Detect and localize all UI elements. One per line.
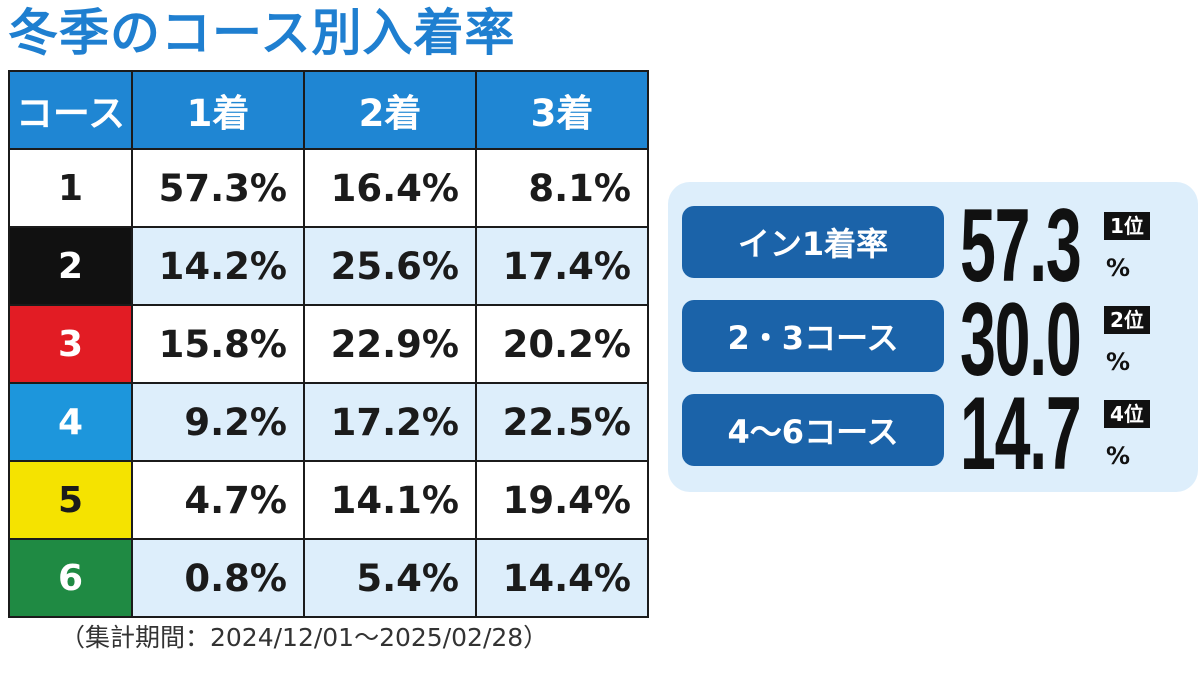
second-place-rate: 14.1% [303,460,477,540]
header-second: 2着 [303,70,477,150]
summary-panel: イン1着率 57.3 1位 % 2・3コース 30.0 2位 % 4～6コース … [668,182,1198,492]
header-row: コース 1着 2着 3着 [8,70,649,150]
header-first: 1着 [131,70,305,150]
third-place-rate: 20.2% [475,304,649,384]
course-number-cell: 4 [8,382,133,462]
table-row: 3 15.8% 22.9% 20.2% [8,304,649,384]
table-row: 2 14.2% 25.6% 17.4% [8,226,649,306]
percent-sign: % [1106,254,1131,282]
first-place-rate: 14.2% [131,226,305,306]
second-place-rate: 16.4% [303,148,477,228]
table-row: 6 0.8% 5.4% 14.4% [8,538,649,618]
first-place-rate: 4.7% [131,460,305,540]
chart-title: 冬季のコース別入着率 [8,4,516,62]
header-third: 3着 [475,70,649,150]
second-place-rate: 5.4% [303,538,477,618]
rank-badge: 4位 [1104,400,1150,428]
third-place-rate: 22.5% [475,382,649,462]
header-course: コース [8,70,133,150]
rank-badge: 2位 [1104,306,1150,334]
course-number-cell: 5 [8,460,133,540]
second-place-rate: 22.9% [303,304,477,384]
third-place-rate: 19.4% [475,460,649,540]
first-place-rate: 57.3% [131,148,305,228]
summary-value: 14.7 [960,376,1082,492]
percent-sign: % [1106,348,1131,376]
course-number-cell: 3 [8,304,133,384]
course-number-cell: 1 [8,148,133,228]
table-row: 1 57.3% 16.4% 8.1% [8,148,649,228]
third-place-rate: 17.4% [475,226,649,306]
second-place-rate: 25.6% [303,226,477,306]
summary-value: 57.3 [960,188,1082,304]
summary-value: 30.0 [960,282,1082,398]
rank-badge: 1位 [1104,212,1150,240]
course-number-cell: 6 [8,538,133,618]
first-place-rate: 0.8% [131,538,305,618]
first-place-rate: 15.8% [131,304,305,384]
summary-label: 2・3コース [682,300,944,372]
win-rate-table: コース 1着 2着 3着 1 57.3% 16.4% 8.1% 2 14.2% … [8,70,649,618]
summary-label: イン1着率 [682,206,944,278]
first-place-rate: 9.2% [131,382,305,462]
third-place-rate: 8.1% [475,148,649,228]
third-place-rate: 14.4% [475,538,649,618]
percent-sign: % [1106,442,1131,470]
course-number-cell: 2 [8,226,133,306]
second-place-rate: 17.2% [303,382,477,462]
aggregation-period: （集計期間：2024/12/01～2025/02/28） [60,623,549,652]
table-row: 4 9.2% 17.2% 22.5% [8,382,649,462]
table-row: 5 4.7% 14.1% 19.4% [8,460,649,540]
summary-label: 4～6コース [682,394,944,466]
